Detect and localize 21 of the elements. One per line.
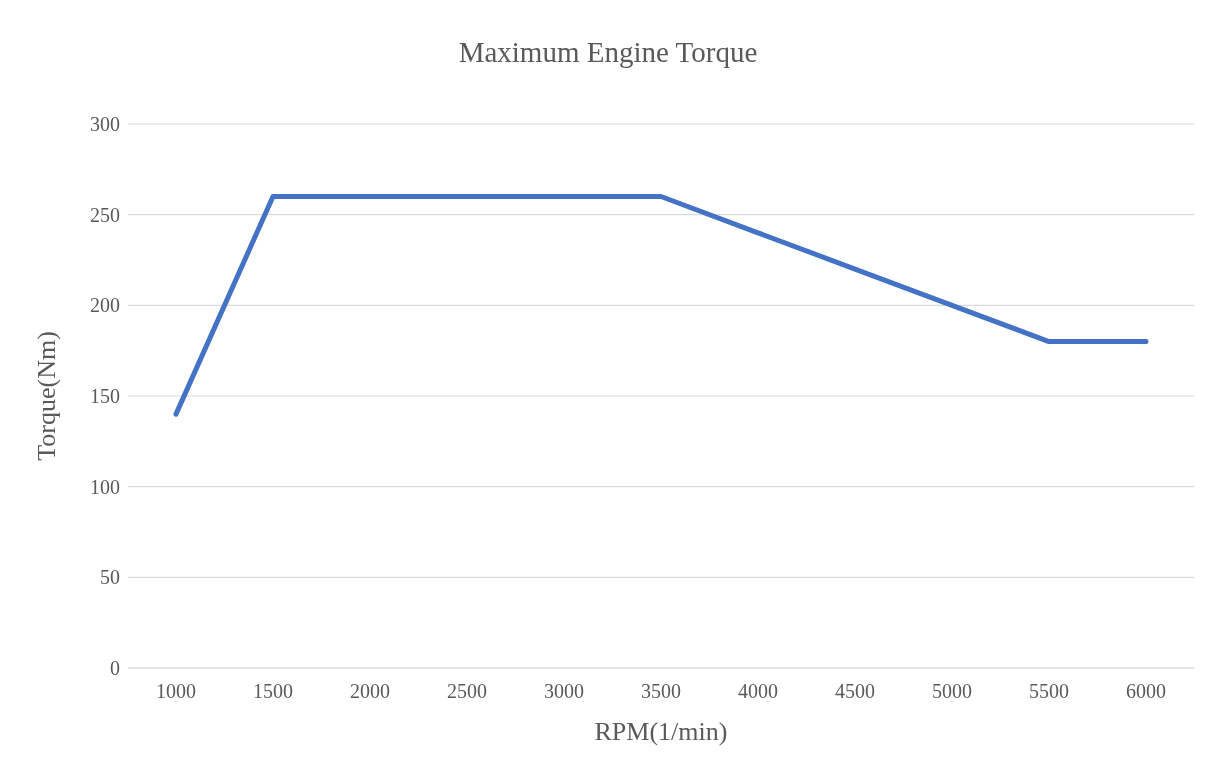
x-tick-label: 6000 (1126, 680, 1166, 703)
y-axis-title: Torque(Nm) (32, 331, 62, 461)
y-tick-label: 250 (90, 203, 120, 226)
x-tick-label: 4500 (835, 680, 875, 703)
y-tick-label: 200 (90, 294, 120, 317)
x-tick-label: 2500 (447, 680, 487, 703)
x-tick-label: 5000 (932, 680, 972, 703)
x-tick-label: 2000 (350, 680, 390, 703)
y-tick-label: 150 (90, 385, 120, 408)
chart-title: Maximum Engine Torque (457, 36, 759, 69)
x-tick-label: 3500 (641, 680, 681, 703)
y-tick-label: 0 (110, 657, 120, 680)
y-tick-label: 300 (90, 113, 120, 136)
x-tick-label: 4000 (738, 680, 778, 703)
x-tick-label: 5500 (1029, 680, 1069, 703)
y-tick-label: 50 (100, 566, 120, 589)
y-tick-label: 100 (90, 475, 120, 498)
x-tick-label: 3000 (544, 680, 584, 703)
x-axis-title: RPM(1/min) (594, 717, 728, 746)
x-tick-label: 1000 (156, 680, 196, 703)
x-tick-label: 1500 (253, 680, 293, 703)
